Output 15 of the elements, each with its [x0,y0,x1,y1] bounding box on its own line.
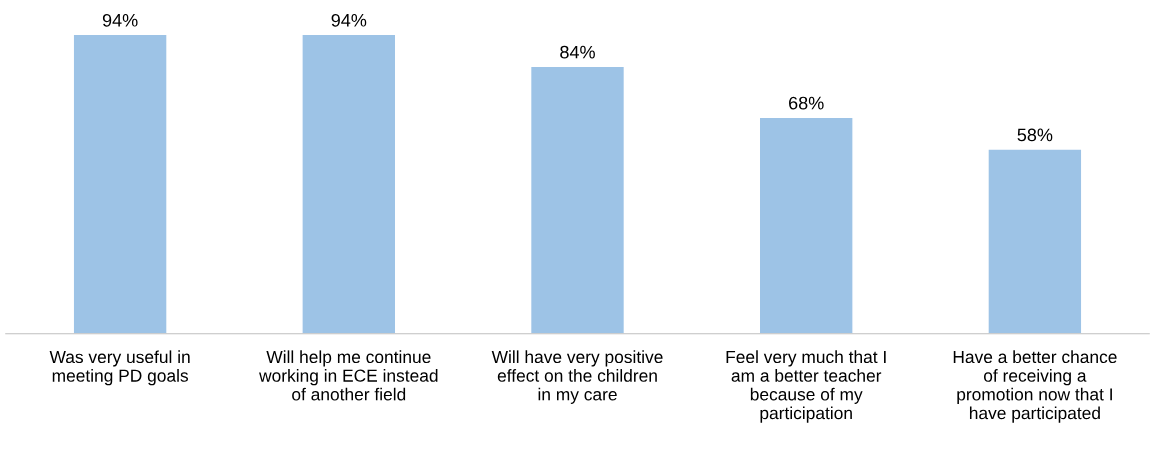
data-label: 84% [560,45,595,59]
x-tick-label: Will have very positive effect on the children in my care [491,350,663,404]
x-tick-label: Have a better chance of receiving a promotion now that I have participated [953,350,1117,423]
x-tick-label: Will help me continue working in ECE instead of another field [259,350,438,401]
x-tick-label: Was very useful in meeting PD goals [49,350,190,386]
bar [72,33,168,334]
bar [529,65,626,334]
data-label: 94% [102,13,138,27]
bar [987,148,1083,334]
data-label: 58% [1017,128,1053,142]
bar [758,116,854,334]
x-tick-label: Feel very much that I am a better teacher because of my participation [726,350,886,423]
data-label: 68% [789,96,824,110]
data-label: 94% [331,13,367,27]
bar [301,33,397,334]
